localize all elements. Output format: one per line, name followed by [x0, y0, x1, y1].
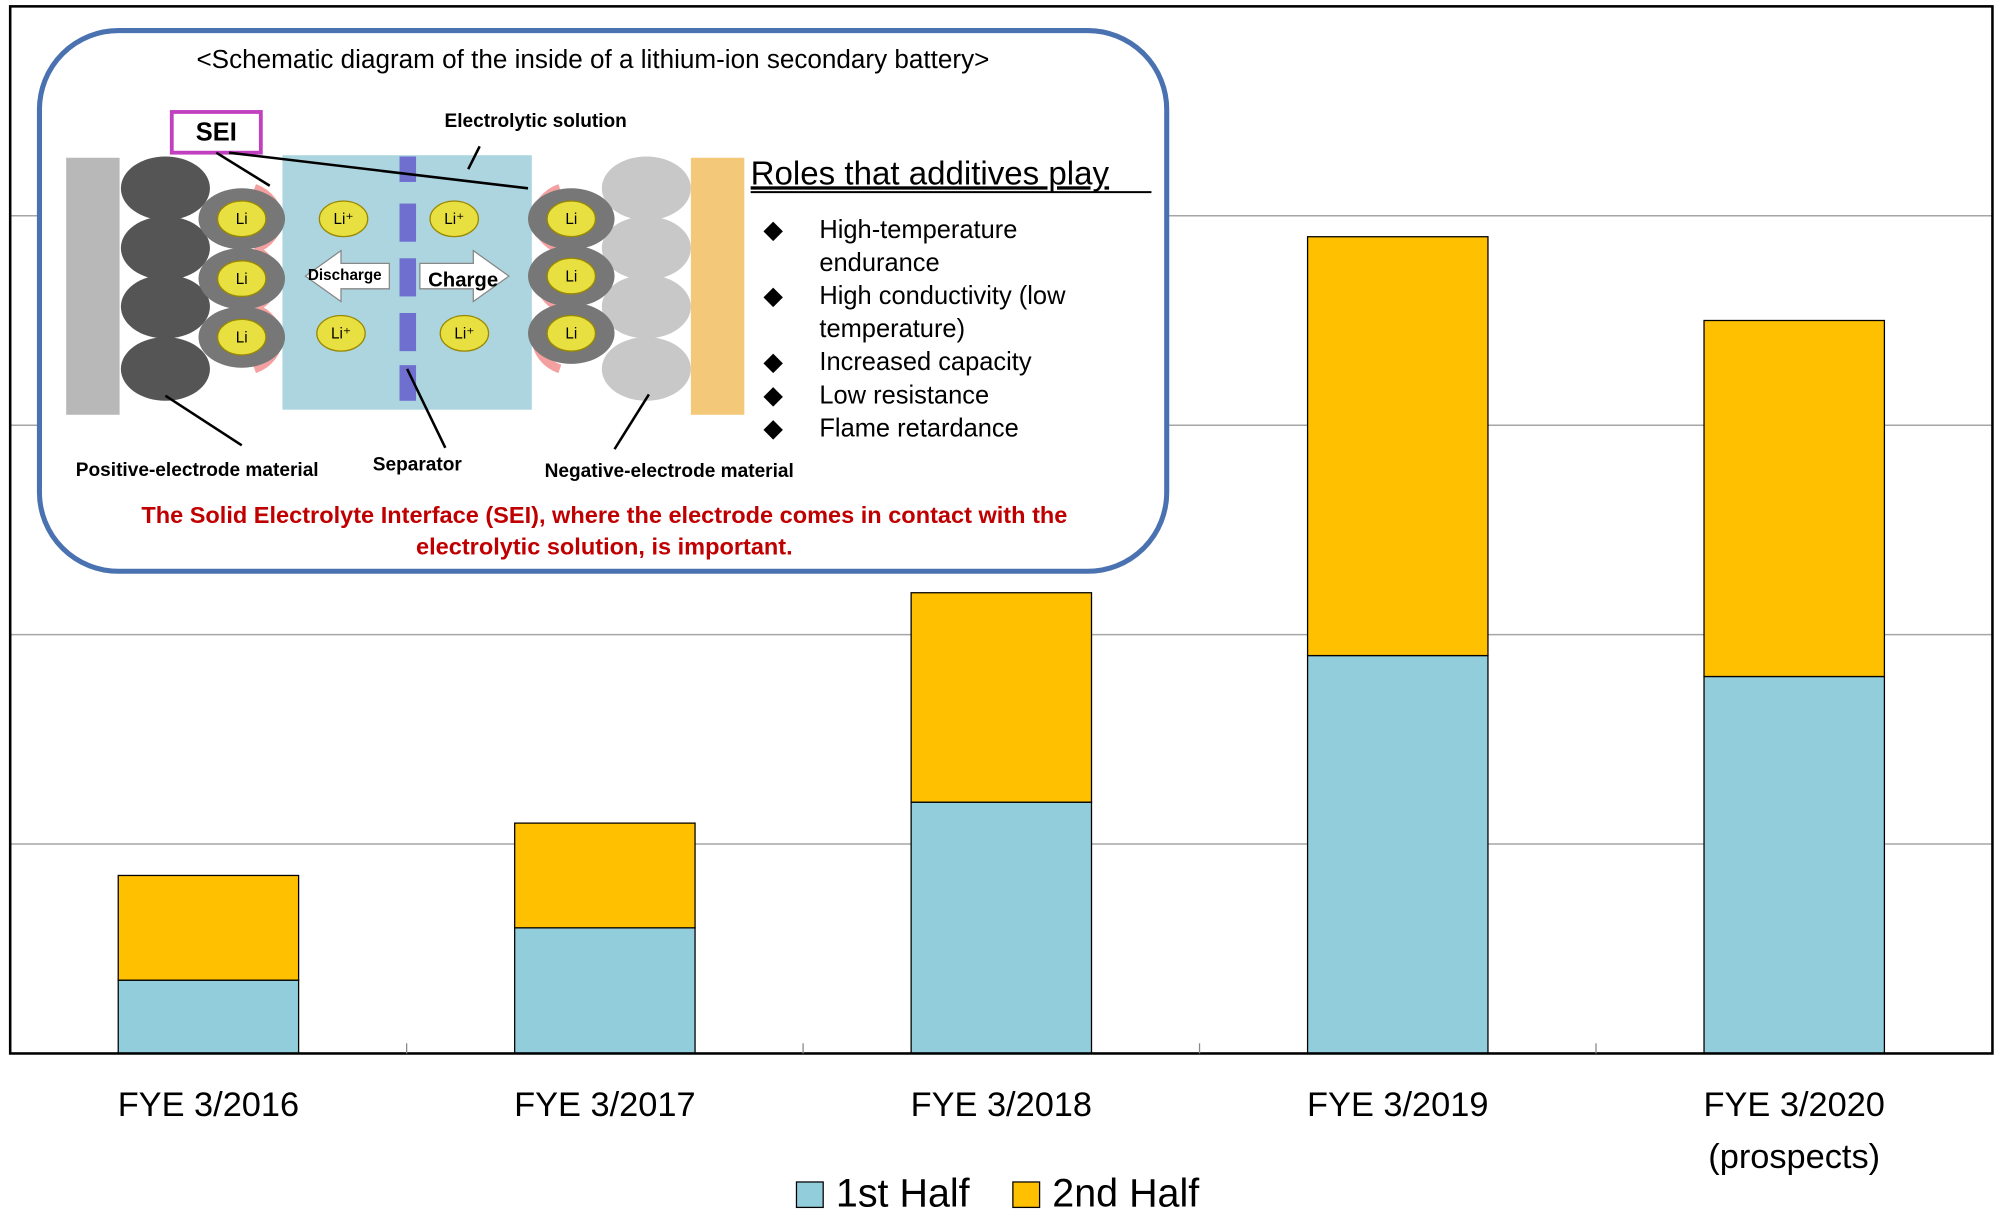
- x-tick-label-box: FYE 3/2020 (prospects): [1703, 1085, 1885, 1175]
- legend-label: 1st Half: [836, 1171, 971, 1212]
- li-ion: [546, 314, 597, 352]
- bar-segment: [1703, 675, 1886, 1055]
- charge-arrow: [419, 249, 511, 303]
- li-label: Li: [236, 211, 248, 228]
- role-text: High conductivity (low temperature): [819, 282, 1066, 344]
- current-collector: [66, 157, 120, 415]
- li-label: Li⁺: [444, 211, 464, 228]
- positive-particles: [120, 156, 210, 401]
- li-label: Li⁺: [334, 211, 354, 228]
- li-label: Li: [565, 326, 577, 343]
- li-ion: [429, 200, 480, 238]
- role-item: ◆ Low resistance: [763, 379, 1157, 412]
- sei-label: SEI: [196, 118, 237, 146]
- li-ion: [216, 200, 267, 238]
- roles-title: Roles that additives play: [751, 155, 1110, 192]
- role-item: ◆ High conductivity (low temperature): [763, 280, 1157, 346]
- bar-segment: [1306, 236, 1489, 657]
- role-text: Increased capacity: [819, 348, 1032, 377]
- role-item: ◆ Flame retardance: [763, 412, 1157, 445]
- li-label: Li: [565, 211, 577, 228]
- bar-segment: [910, 801, 1093, 1055]
- bars: [117, 236, 1886, 1055]
- discharge-arrow: [304, 249, 390, 303]
- x-tick-label: FYE 3/2017: [514, 1085, 696, 1124]
- li-label: Li⁺: [454, 326, 474, 343]
- x-tick-label: FYE 3/2018: [910, 1085, 1093, 1124]
- bar-segment: [117, 979, 300, 1055]
- li-ion: [546, 200, 597, 238]
- li-label: Li: [236, 271, 248, 288]
- separator-label: Separator: [373, 455, 463, 476]
- bar-segment: [1306, 654, 1489, 1055]
- note-box: The Solid Electrolyte Interface (SEI), w…: [141, 501, 1068, 560]
- discharge-label: Discharge: [308, 267, 382, 284]
- note: The Solid Electrolyte Interface (SEI), w…: [141, 501, 1068, 560]
- roles-list: ◆ High-temperature endurance ◆ High conduct…: [763, 214, 1157, 445]
- charge-label: Charge: [428, 270, 498, 292]
- li-ion: [318, 200, 369, 238]
- bullet: ◆: [763, 348, 783, 377]
- x-tick-label: FYE 3/2016: [117, 1085, 300, 1124]
- bullet: ◆: [763, 282, 783, 311]
- bullet: ◆: [763, 381, 783, 410]
- inset-title: <Schematic diagram of the inside of a li…: [196, 44, 989, 74]
- inset: <Schematic diagram of the inside of a li…: [36, 27, 1170, 574]
- x-tick-label-box: FYE 3/2017: [514, 1085, 696, 1124]
- role-text: Low resistance: [819, 381, 990, 410]
- plot-frame: [8, 5, 1994, 1055]
- positive-label: Positive-electrode material: [76, 460, 319, 481]
- x-tick-label-box: FYE 3/2016: [117, 1085, 300, 1124]
- negative-label: Negative-electrode material: [545, 461, 794, 482]
- bar-segment: [1703, 319, 1886, 678]
- pointers: [164, 145, 650, 450]
- li-ion: [316, 314, 366, 352]
- bar-segment: [910, 592, 1093, 803]
- x-tick-label-box: FYE 3/2019: [1307, 1085, 1489, 1124]
- li-ion: [546, 257, 597, 295]
- bullet: ◆: [763, 414, 783, 443]
- legend-label: 2nd Half: [1052, 1171, 1200, 1212]
- li-ion: [216, 318, 267, 356]
- role-text: Flame retardance: [819, 414, 1019, 443]
- sei-box: [169, 110, 263, 155]
- li-label: Li⁺: [331, 326, 351, 343]
- current-collector: [690, 157, 745, 415]
- legend-swatch: [1012, 1181, 1041, 1209]
- li-label: Li: [236, 329, 248, 346]
- electrolyte-label: Electrolytic solution: [444, 111, 626, 132]
- x-tick-label: FYE 3/2020 (prospects): [1703, 1085, 1885, 1175]
- li-particles: Li Li Li Li Li Li Li⁺ Li⁺ Li⁺ Li⁺: [198, 188, 615, 368]
- li-ion: [439, 314, 490, 352]
- role-item: ◆ High-temperature endurance: [763, 214, 1157, 280]
- li-ion: [216, 260, 267, 298]
- x-axis: FYE 3/2016 FYE 3/2017 FYE 3/2018 FYE 3/2019…: [117, 1043, 1885, 1175]
- x-tick-label-box: FYE 3/2018: [910, 1085, 1093, 1124]
- bullet: ◆: [763, 216, 783, 245]
- legend: 1st Half 2nd Half: [795, 1171, 1200, 1212]
- role-text: High-temperature endurance: [819, 216, 1018, 278]
- li-label: Li: [565, 268, 577, 285]
- negative-particles: [601, 156, 691, 401]
- role-item: ◆ Increased capacity: [763, 346, 1157, 379]
- x-tick-label: FYE 3/2019: [1307, 1085, 1489, 1124]
- bar-segment: [514, 822, 696, 929]
- bar-segment: [117, 874, 300, 981]
- legend-swatch: [795, 1181, 824, 1209]
- bar-segment: [514, 927, 696, 1055]
